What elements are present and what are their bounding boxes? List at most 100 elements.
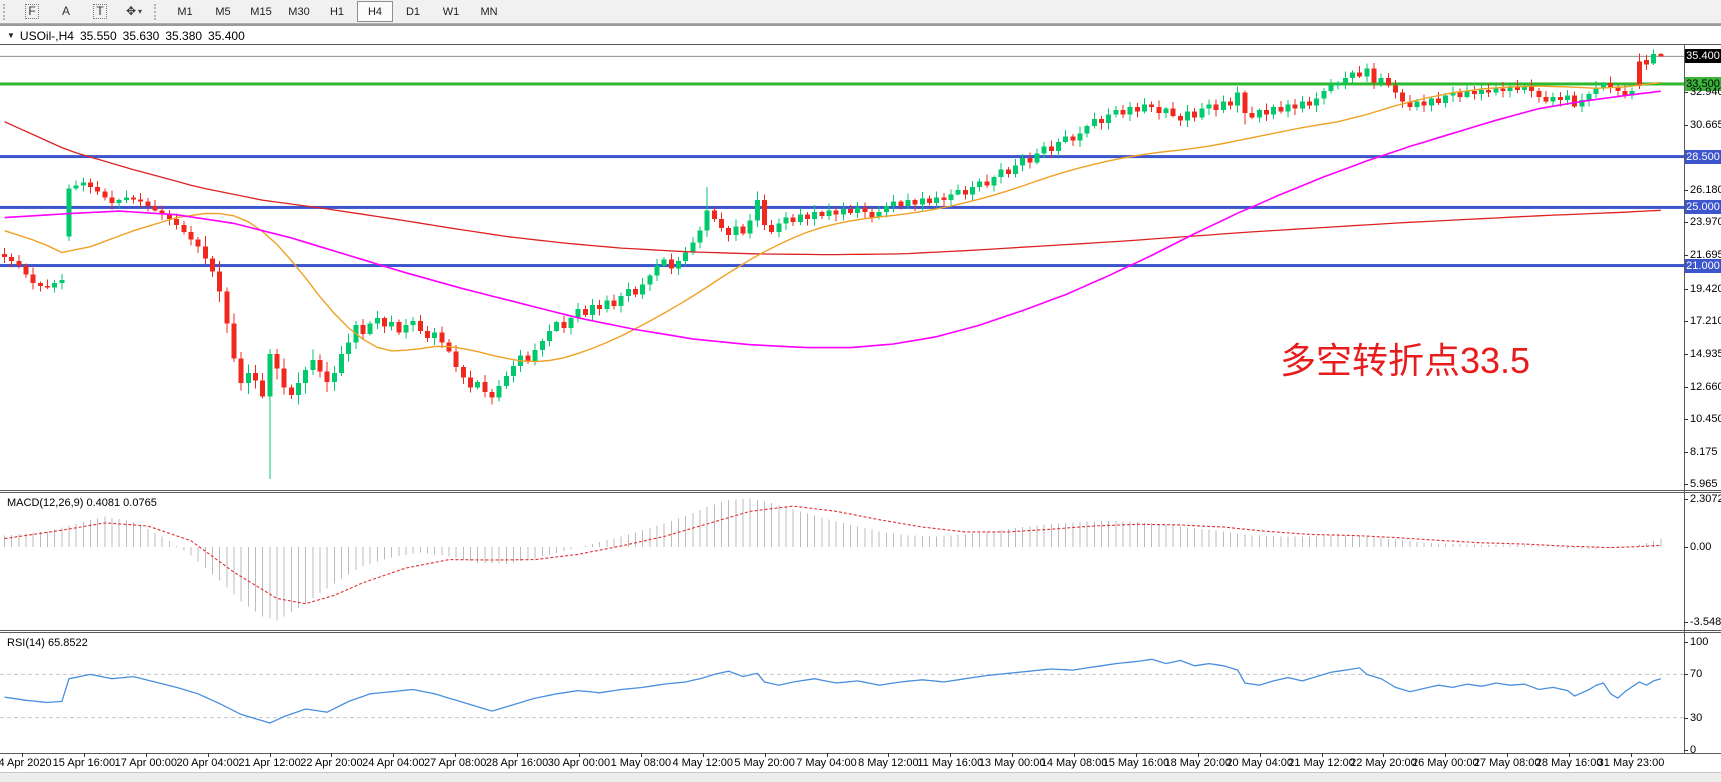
- window-bottom-strip: [0, 772, 1721, 782]
- rsi-label: RSI(14) 65.8522: [7, 637, 88, 649]
- time-tick-mark: [888, 753, 890, 757]
- toolbar-grip-2[interactable]: [154, 3, 163, 20]
- macd-panel-bottom-border: [0, 630, 1721, 631]
- ma-orange-line: [4, 81, 1661, 363]
- time-axis-label: 4 May 12:00: [672, 757, 733, 769]
- price-tick-label: 23.970: [1690, 216, 1721, 229]
- price-tick-mark: [1684, 288, 1688, 290]
- ma-magenta-line: [4, 90, 1661, 349]
- time-axis-label: 21 May 12:00: [1288, 757, 1355, 769]
- timeframe-button-m1[interactable]: M1: [177, 5, 193, 18]
- rsi-indicator-panel[interactable]: [0, 633, 1684, 753]
- timeframe-button-h4[interactable]: H4: [357, 1, 393, 22]
- time-axis-label: 15 Apr 16:00: [52, 757, 116, 769]
- price-tick-mark: [1684, 418, 1688, 420]
- time-tick-mark: [1197, 753, 1199, 757]
- price-badge-25.000: 25.000: [1685, 200, 1721, 215]
- toolbar-grip[interactable]: [3, 3, 12, 20]
- time-tick-mark: [1074, 753, 1076, 757]
- time-axis-border: [0, 753, 1721, 754]
- price-tick-label: 10.450: [1690, 412, 1721, 425]
- timeframe-button-h1[interactable]: H1: [329, 5, 345, 18]
- time-tick-mark: [950, 753, 952, 757]
- price-badge-28.500: 28.500: [1685, 149, 1721, 164]
- price-tick-mark: [1684, 483, 1688, 485]
- time-axis-label: 26 May 00:00: [1412, 757, 1479, 769]
- ohlc-open: 35.550: [79, 28, 117, 43]
- moving-averages: [4, 81, 1661, 363]
- symbol-period-label: USOil-,H4: [19, 28, 74, 43]
- time-axis-label: 1 May 08:00: [610, 757, 672, 769]
- time-axis-label: 20 May 04:00: [1226, 757, 1294, 769]
- time-axis-label: 8 May 12:00: [858, 757, 919, 769]
- time-axis-label: 17 Apr 00:00: [114, 757, 177, 769]
- price-tick-label: 14.935: [1690, 347, 1721, 360]
- timeframe-button-m30[interactable]: M30: [288, 5, 310, 18]
- price-tick-label: 12.660: [1690, 380, 1721, 393]
- price-badge-21.000: 21.000: [1685, 258, 1721, 273]
- time-tick-mark: [1012, 753, 1014, 757]
- time-tick-mark: [22, 753, 23, 757]
- font-a-icon[interactable]: A: [61, 4, 70, 19]
- time-axis-label: 27 Apr 08:00: [423, 757, 487, 769]
- time-tick-mark: [1259, 753, 1261, 757]
- price-tick-mark: [1684, 190, 1688, 192]
- time-tick-mark: [1321, 753, 1323, 757]
- chart-grid-f-icon[interactable]: F: [16, 1, 48, 22]
- price-tick-mark: [1684, 255, 1688, 257]
- time-axis-label: 11 May 16:00: [917, 757, 984, 769]
- candles: [2, 49, 1664, 480]
- horizontal-level-lines[interactable]: [0, 55, 1684, 268]
- price-axis-line: [1684, 44, 1685, 754]
- time-tick-mark: [207, 753, 209, 757]
- timeframe-button-w1[interactable]: W1: [442, 5, 460, 18]
- time-axis-label: 28 Apr 16:00: [485, 757, 549, 769]
- macd-signal-line: [4, 505, 1661, 605]
- time-tick-mark: [1445, 753, 1447, 757]
- price-tick-label: 17.210: [1690, 314, 1721, 327]
- time-axis-label: 13 May 00:00: [978, 757, 1046, 769]
- timeframe-button-m15[interactable]: M15: [250, 5, 272, 18]
- price-tick-label: 2.3072: [1690, 492, 1721, 505]
- time-tick-mark: [393, 753, 395, 757]
- price-tick-mark: [1684, 717, 1688, 719]
- time-axis-label: 14 May 08:00: [1040, 757, 1108, 769]
- cursor-modes-icon[interactable]: ✥ ▾: [125, 4, 143, 19]
- timeframe-button-mn[interactable]: MN: [480, 5, 498, 18]
- price-tick-label: 100: [1690, 636, 1709, 648]
- time-tick-mark: [331, 753, 333, 757]
- macd-label: MACD(12,26,9) 0.4081 0.0765: [7, 497, 157, 509]
- price-tick-label: 32.940: [1690, 86, 1721, 99]
- timeframe-button-d1[interactable]: D1: [405, 5, 421, 18]
- time-axis-label: 7 May 04:00: [796, 757, 857, 769]
- price-badge-35.400: 35.400: [1685, 49, 1721, 64]
- time-tick-mark: [1135, 753, 1137, 757]
- text-label-icon[interactable]: T: [84, 1, 116, 22]
- time-tick-mark: [145, 753, 147, 757]
- ma-red-line: [4, 121, 1661, 256]
- ohlc-low: 35.380: [165, 28, 203, 43]
- collapse-triangle-icon[interactable]: ▼: [7, 31, 15, 40]
- macd-indicator-panel[interactable]: [0, 493, 1684, 630]
- price-tick-label: 30: [1690, 711, 1703, 724]
- time-tick-mark: [1631, 753, 1632, 757]
- timeframe-button-m5[interactable]: M5: [215, 5, 231, 18]
- time-tick-mark: [702, 753, 704, 757]
- chart-title-bar: ▼ USOil-,H4 35.550 35.630 35.380 35.400: [0, 27, 1721, 44]
- price-tick-mark: [1684, 125, 1688, 127]
- price-tick-mark: [1684, 92, 1688, 94]
- time-axis-label: 24 Apr 04:00: [362, 757, 425, 769]
- time-tick-mark: [1569, 753, 1571, 757]
- price-tick-label: 5.965: [1690, 477, 1718, 490]
- window-frame-edge: [0, 24, 1721, 26]
- price-tick-label: -3.5484: [1690, 615, 1721, 628]
- price-tick-mark: [1684, 320, 1688, 322]
- main-price-chart[interactable]: [0, 44, 1684, 490]
- time-axis-label: 18 May 20:00: [1164, 757, 1232, 769]
- time-axis-label: 21 Apr 12:00: [238, 757, 301, 769]
- time-tick-mark: [517, 753, 519, 757]
- time-axis-label: 5 May 20:00: [734, 757, 795, 769]
- timeframe-toolbar: M1 M5 M15 M30 H1 H4 D1 W1 MN: [166, 1, 508, 22]
- main-panel-top-border: [0, 44, 1721, 45]
